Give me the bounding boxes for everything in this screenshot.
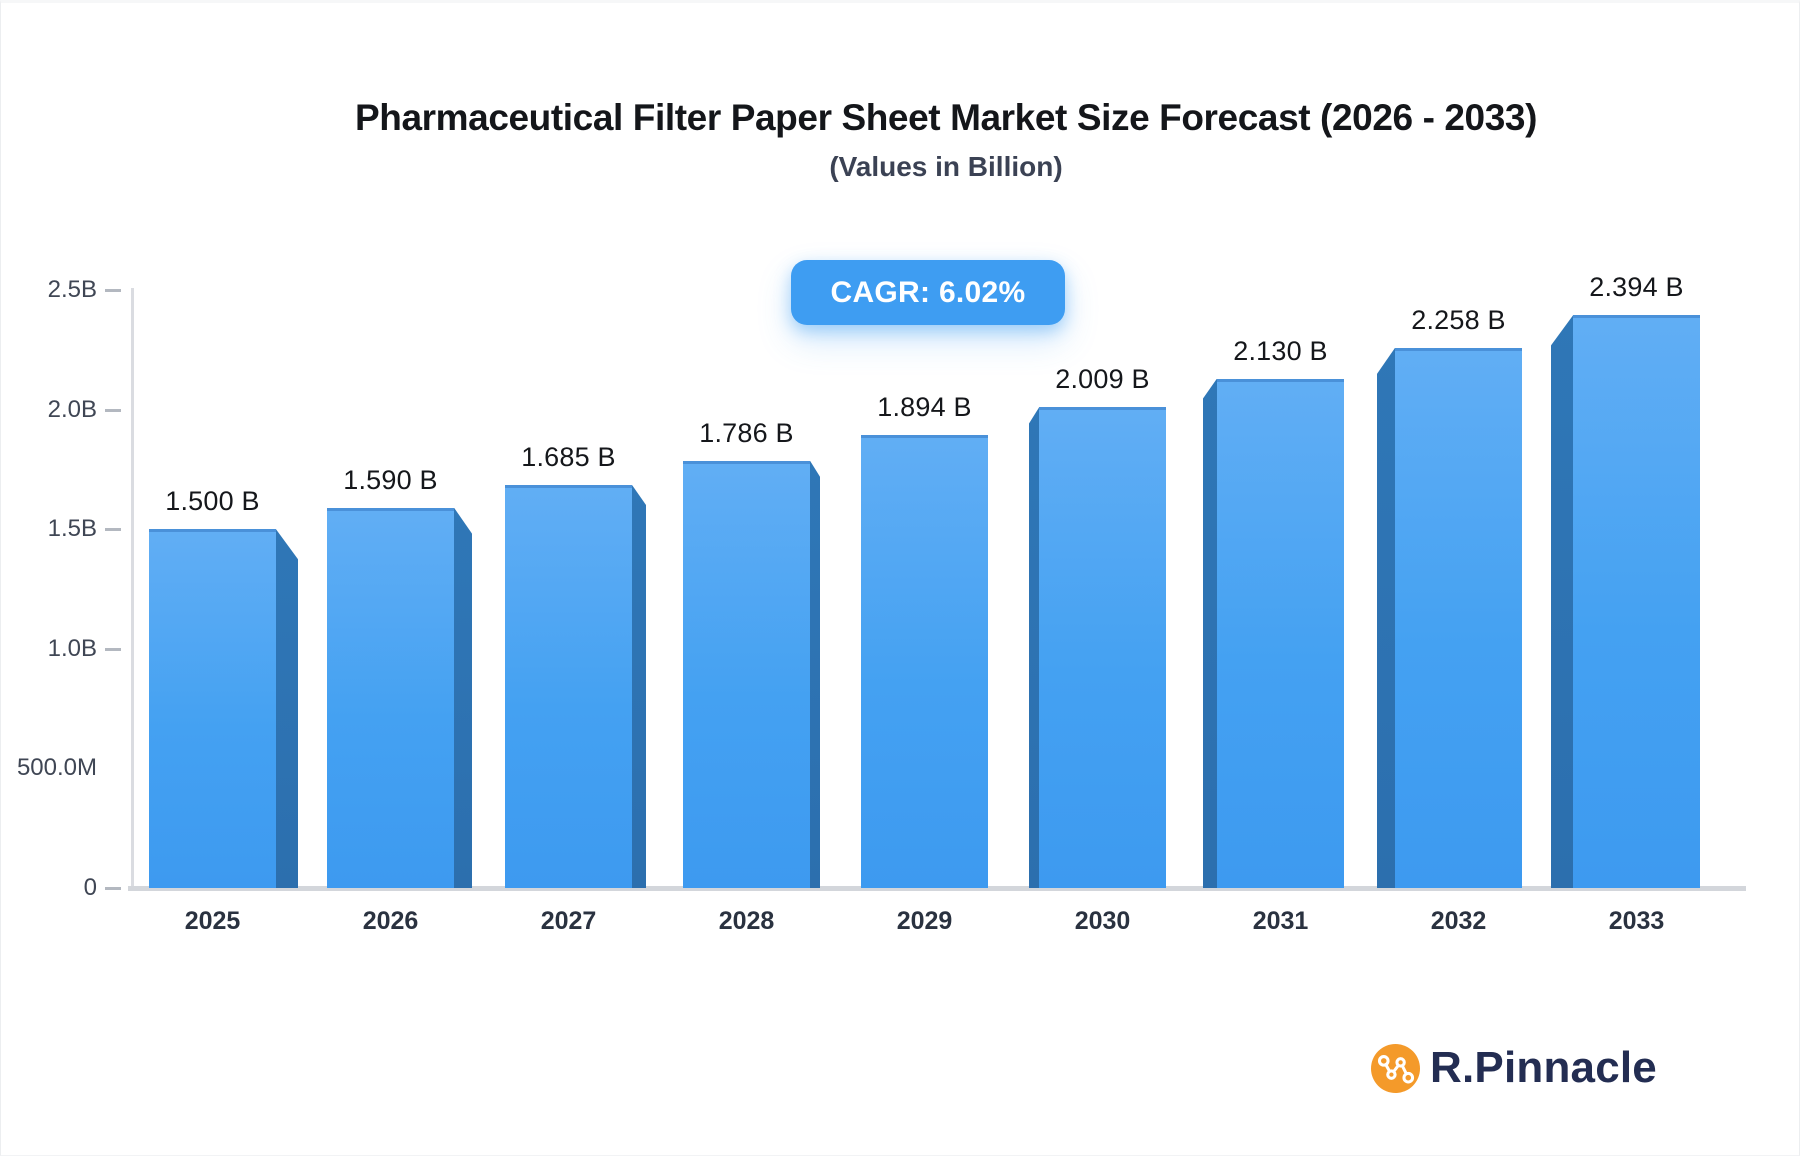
brand-logo: R.Pinnacle <box>1371 1043 1657 1093</box>
y-axis-tick-label: 2.0B <box>47 395 97 423</box>
line-chart-nodes-icon <box>1371 1043 1420 1093</box>
bar-side-face <box>1377 347 1395 888</box>
bar-2027 <box>505 484 632 888</box>
page-subtitle: (Values in Billion) <box>829 151 1063 182</box>
x-axis-label: 2032 <box>1430 907 1487 935</box>
x-axis-label: 2027 <box>540 907 597 935</box>
y-axis-tick-label: 1.0B <box>47 634 97 662</box>
bar-2026 <box>327 507 454 888</box>
y-axis-tick-dash <box>105 408 121 412</box>
bar-value-label: 2.130 B <box>1233 335 1328 366</box>
cagr-badge: CAGR: 6.02% <box>791 260 1065 325</box>
bar-value-label: 1.590 B <box>343 464 438 495</box>
bar-2030 <box>1039 407 1166 888</box>
bar-value-label: 2.009 B <box>1055 364 1150 395</box>
bar-value-label: 1.685 B <box>521 441 616 472</box>
brand-name: R.Pinnacle <box>1430 1043 1657 1092</box>
x-axis-label: 2033 <box>1608 907 1665 935</box>
cagr-badge-label: CAGR: 6.02% <box>830 275 1026 309</box>
y-axis-tick-dash <box>105 887 121 890</box>
x-axis-baseline <box>128 886 1746 891</box>
y-axis-tick-label: 1.5B <box>47 515 97 543</box>
bar-side-face <box>632 484 646 888</box>
bar-2033 <box>1573 315 1700 888</box>
y-axis-tick-dash <box>105 528 121 532</box>
x-axis-label: 2026 <box>362 907 419 935</box>
bar-side-face <box>1029 407 1039 888</box>
y-axis-tick-dash <box>105 647 121 651</box>
bar-value-label: 2.258 B <box>1411 304 1506 335</box>
x-axis-label: 2025 <box>184 907 241 935</box>
x-axis-label: 2028 <box>718 907 775 935</box>
y-axis-tick-label: 0 <box>83 874 97 901</box>
page-title: Pharmaceutical Filter Paper Sheet Market… <box>354 97 1538 138</box>
y-axis-line <box>131 288 134 888</box>
bar-2028 <box>683 460 810 888</box>
y-axis-tick-label: 500.0M <box>16 754 97 782</box>
x-axis-label: 2029 <box>896 907 953 935</box>
bar-value-label: 1.500 B <box>165 486 260 517</box>
x-axis-label: 2031 <box>1252 907 1309 935</box>
bar-side-face <box>1203 378 1217 888</box>
bar-value-label: 1.894 B <box>877 391 972 422</box>
y-axis-tick-label: 2.5B <box>47 276 97 303</box>
bar-side-face <box>810 460 820 888</box>
bar-2032 <box>1395 347 1522 888</box>
bar-2031 <box>1217 378 1344 888</box>
bar-value-label: 2.394 B <box>1589 272 1684 303</box>
bar-2029 <box>861 434 988 888</box>
bar-value-label: 1.786 B <box>699 417 794 448</box>
x-axis-label: 2030 <box>1074 907 1131 935</box>
bar-2025 <box>149 529 276 888</box>
bar-side-face <box>1551 315 1573 888</box>
bar-side-face <box>276 529 298 888</box>
bar-side-face <box>454 507 472 888</box>
y-axis-tick-dash <box>105 289 121 292</box>
